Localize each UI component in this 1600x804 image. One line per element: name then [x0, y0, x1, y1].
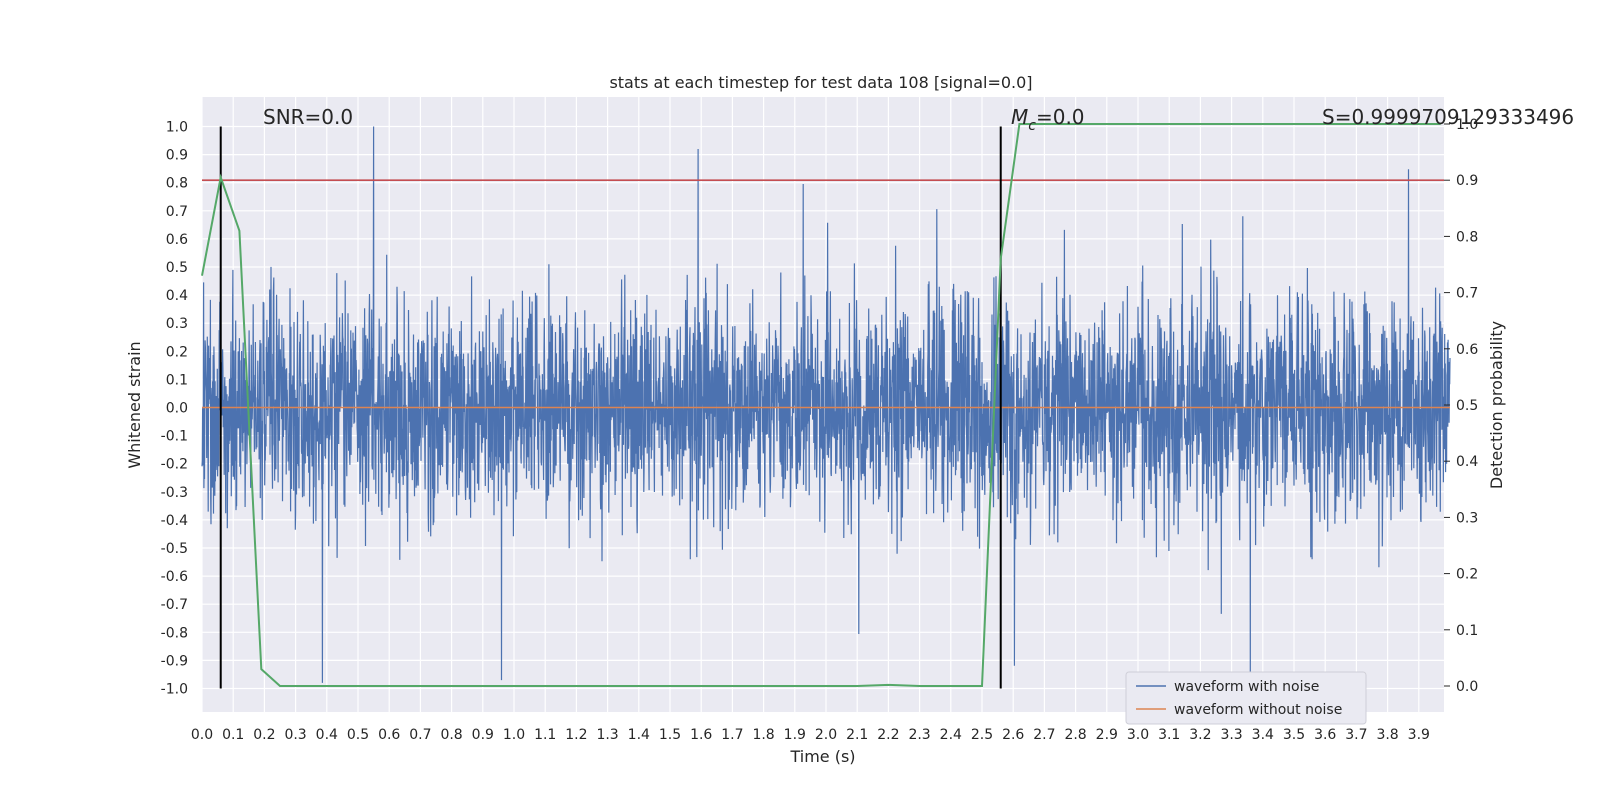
y-tick-labels: 1.0 0.9 0.8 0.7 0.6 0.5 0.4 0.3 0.2 0.1 0.0 -0.1 -0.…: [161, 120, 188, 698]
y-tick-label: -0.5: [161, 541, 188, 557]
x-axis-label: Time (s): [789, 747, 855, 766]
x-tick-label: 1.0: [503, 727, 525, 743]
y2-tick-label: 0.0: [1456, 679, 1478, 695]
y2-tick-label: 0.6: [1456, 342, 1478, 358]
y2-tick-label: 0.3: [1456, 510, 1478, 526]
y2-axis-label: Detection probability: [1487, 321, 1506, 489]
x-tick-labels: 0.0 0.1 0.2 0.3 0.4 0.5 0.6 0.7 0.8 0.9 1.0 1.1 1.2 1…: [191, 727, 1430, 743]
chirp-mass-subscript: c: [1028, 118, 1036, 134]
x-tick-label: 3.5: [1283, 727, 1305, 743]
x-tick-label: 3.4: [1252, 727, 1274, 743]
y-tick-label: -0.1: [161, 429, 188, 445]
waveform-with-noise-line: [201, 126, 1451, 683]
snr-annotation: SNR=0.0: [263, 105, 353, 129]
overlay-layer: [201, 123, 1450, 689]
x-tick-label: 1.6: [690, 727, 712, 743]
y-tick-label: 0.3: [166, 316, 188, 332]
x-tick-label: 1.3: [596, 727, 618, 743]
y-tick-label: 0.4: [166, 288, 188, 304]
y-tick-label: 0.6: [166, 232, 188, 248]
x-tick-label: 3.7: [1345, 727, 1367, 743]
x-tick-label: 0.3: [284, 727, 306, 743]
series-waveform-with-noise: [201, 126, 1451, 683]
y-tick-label: -0.8: [161, 625, 188, 641]
legend-label-noise: waveform with noise: [1174, 679, 1319, 695]
y-tick-label: -0.3: [161, 485, 188, 501]
x-tick-label: 2.2: [877, 727, 899, 743]
y-axis-label: Whitened strain: [125, 341, 144, 468]
x-tick-label: 1.8: [752, 727, 774, 743]
y2-tick-labels: 1.0 0.9 0.8 0.7 0.6 0.5 0.4 0.3 0.2 0.1 0.0: [1444, 117, 1478, 695]
y2-tick-label: 0.9: [1456, 173, 1478, 189]
x-tick-label: 0.8: [440, 727, 462, 743]
x-tick-label: 2.1: [846, 727, 868, 743]
y-tick-label: 0.1: [166, 372, 188, 388]
x-tick-label: 2.5: [971, 727, 993, 743]
x-tick-label: 2.7: [1033, 727, 1055, 743]
y-tick-label: -0.2: [161, 457, 188, 473]
x-tick-label: 2.6: [1002, 727, 1024, 743]
y-tick-label: -0.9: [161, 653, 188, 669]
x-tick-label: 3.1: [1158, 727, 1180, 743]
y2-tick-label: 0.4: [1456, 454, 1478, 470]
x-tick-label: 3.9: [1408, 727, 1430, 743]
x-tick-label: 2.8: [1064, 727, 1086, 743]
x-tick-label: 3.2: [1189, 727, 1211, 743]
legend-label-clean: waveform without noise: [1174, 702, 1342, 718]
y-tick-label: -0.7: [161, 597, 188, 613]
x-tick-label: 1.7: [721, 727, 743, 743]
x-tick-label: 2.4: [940, 727, 962, 743]
y2-tick-label: 0.8: [1456, 229, 1478, 245]
legend-box: [1125, 671, 1367, 725]
x-tick-label: 0.0: [191, 727, 213, 743]
x-tick-label: 0.2: [253, 727, 275, 743]
y2-tick-label: 0.7: [1456, 286, 1478, 302]
y-tick-label: 0.8: [166, 176, 188, 192]
y-tick-label: 1.0: [166, 120, 188, 136]
x-tick-label: 3.0: [1127, 727, 1149, 743]
x-tick-label: 0.6: [378, 727, 400, 743]
y2-tick-label: 0.2: [1456, 567, 1478, 583]
x-tick-label: 2.0: [815, 727, 837, 743]
y-tick-label: 0.7: [166, 204, 188, 220]
y2-tick-label: 0.1: [1456, 623, 1478, 639]
x-tick-label: 2.3: [908, 727, 930, 743]
y-tick-label: 0.0: [166, 401, 188, 417]
x-tick-label: 0.7: [409, 727, 431, 743]
s-annotation: S=0.9999709129333496: [1322, 105, 1574, 129]
x-tick-label: 1.1: [534, 727, 556, 743]
chirp-mass-symbol: M: [1011, 105, 1028, 129]
x-tick-label: 0.5: [347, 727, 369, 743]
x-tick-label: 2.9: [1096, 727, 1118, 743]
y-tick-label: 0.5: [166, 260, 188, 276]
x-tick-label: 1.9: [784, 727, 806, 743]
x-tick-label: 3.8: [1376, 727, 1398, 743]
y-tick-label: 0.9: [166, 148, 188, 164]
y-tick-label: 0.2: [166, 344, 188, 360]
y-tick-label: -1.0: [161, 682, 188, 698]
x-tick-label: 3.6: [1314, 727, 1336, 743]
chirp-mass-annotation: Mc=0.0: [1011, 105, 1085, 134]
x-tick-label: 1.5: [659, 727, 681, 743]
detection-probability-line: [201, 123, 1441, 687]
y-tick-label: -0.4: [161, 513, 188, 529]
x-tick-label: 0.1: [222, 727, 244, 743]
y2-tick-label: 1.0: [1456, 117, 1478, 133]
chirp-mass-value: =0.0: [1036, 105, 1085, 129]
x-tick-label: 1.4: [628, 727, 650, 743]
x-tick-label: 0.4: [316, 727, 338, 743]
y-tick-label: -0.6: [161, 569, 188, 585]
x-tick-label: 1.2: [565, 727, 587, 743]
legend: waveform with noise waveform without noi…: [1125, 671, 1367, 725]
x-tick-label: 3.3: [1220, 727, 1242, 743]
x-tick-label: 0.9: [472, 727, 494, 743]
chart-title: stats at each timestep for test data 108…: [609, 73, 1032, 92]
y2-tick-label: 0.5: [1456, 398, 1478, 414]
